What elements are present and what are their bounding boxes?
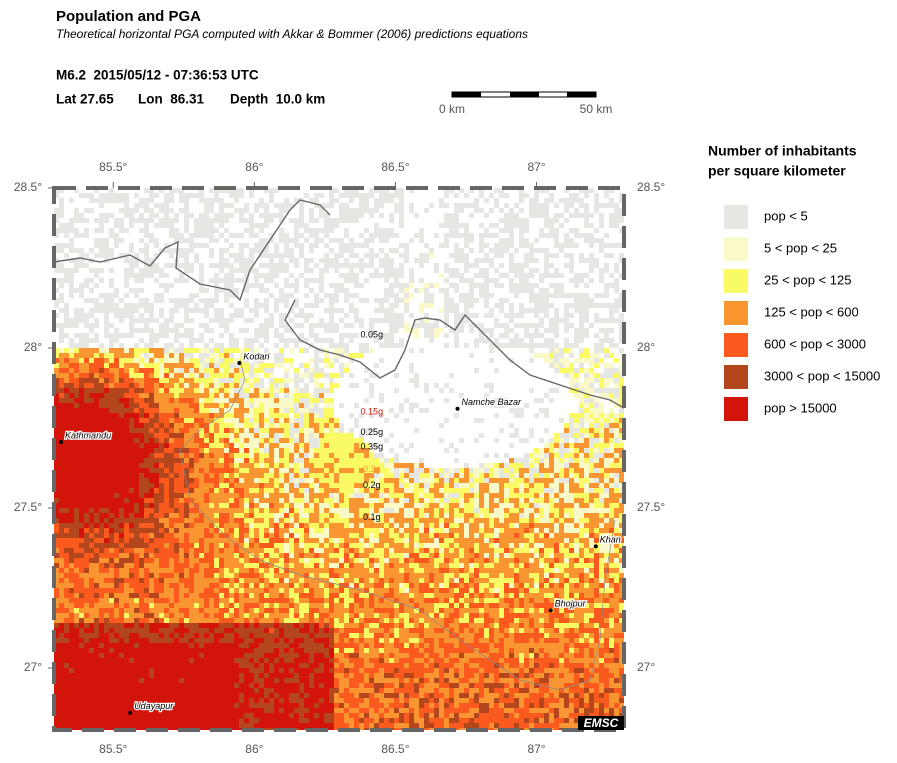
credit-text: EMSC	[584, 716, 619, 730]
legend-title: Number of inhabitants	[708, 143, 857, 159]
place-marker	[593, 544, 598, 549]
scale-bar: 0 km 50 km	[439, 91, 613, 116]
country-border	[54, 199, 624, 409]
lon-tick-label: 87°	[527, 160, 545, 174]
place-name: Udayapur	[134, 701, 174, 711]
legend-swatch	[724, 269, 748, 293]
place-name: Namche Bazar	[462, 397, 523, 407]
legend-swatch	[724, 333, 748, 357]
population-cells	[59, 253, 624, 593]
legend-swatch	[724, 397, 748, 421]
lat-tick-label: 27°	[24, 660, 42, 674]
place-marker	[59, 440, 64, 445]
river	[179, 359, 616, 691]
lon-tick-label: 86°	[245, 160, 263, 174]
map-frame	[52, 186, 626, 732]
credit: EMSC	[578, 716, 624, 730]
place-name: Bhojpur	[555, 599, 587, 609]
borders	[54, 199, 624, 691]
scale-end: 50 km	[580, 102, 613, 116]
lat-tick-label: 28°	[24, 340, 42, 354]
lon-tick-label: 86.5°	[381, 160, 409, 174]
scale-bar-segment	[510, 92, 539, 97]
place-marker	[237, 361, 242, 366]
legend-label: 3000 < pop < 15000	[764, 368, 880, 383]
event-info: M6.2 2015/05/12 - 07:36:53 UTC	[56, 68, 259, 83]
legend-label: pop > 15000	[764, 400, 837, 415]
place-name: Kodari	[243, 351, 270, 361]
pga-label: 0.25g	[361, 427, 384, 437]
pga-label: 0.05g	[361, 330, 384, 340]
pga-label: 0.35g	[361, 442, 384, 452]
subtitle: Theoretical horizontal PGA computed with…	[56, 27, 528, 41]
population-cells	[54, 368, 624, 730]
place-name: Khan	[600, 535, 621, 545]
place-name: Kathmandu	[65, 430, 111, 440]
map-overlay: 85.5° 85.5° 86° 86° 86.5° 86.5° 87° 87° 28.5° 28.…	[14, 160, 666, 756]
legend-label: 5 < pop < 25	[764, 240, 837, 255]
scale-start: 0 km	[439, 102, 465, 116]
pga-label: 0.3g	[363, 464, 381, 474]
population-raster	[54, 188, 624, 730]
title: Population and PGA	[56, 8, 201, 25]
lat-tick-label: 28°	[637, 340, 655, 354]
scale-bar-segment	[452, 92, 481, 97]
lat-tick-label: 27°	[637, 660, 655, 674]
population-cells	[54, 358, 624, 730]
legend: pop < 5 5 < pop < 25 25 < pop < 125 125 < p…	[724, 205, 880, 421]
lon-tick-label: 85.5°	[99, 742, 127, 756]
pga-label: 0.1g	[363, 512, 381, 522]
legend-swatch	[724, 237, 748, 261]
lat-tick-label: 27.5°	[637, 500, 665, 514]
pga-label: 0.15g	[361, 406, 384, 416]
legend-swatch	[724, 301, 748, 325]
lon-tick-label: 86.5°	[381, 742, 409, 756]
place-marker	[128, 710, 133, 715]
legend-label: pop < 5	[764, 208, 808, 223]
lat-tick-label: 28.5°	[14, 180, 42, 194]
legend-label: 125 < pop < 600	[764, 304, 859, 319]
lon-tick-label: 87°	[527, 742, 545, 756]
population-cells	[54, 348, 624, 730]
pga-label: 0.2g	[363, 480, 381, 490]
legend-label: 25 < pop < 125	[764, 272, 851, 287]
population-cells	[54, 388, 334, 730]
legend-label: 600 < pop < 3000	[764, 336, 866, 351]
lat-tick-label: 27.5°	[14, 500, 42, 514]
place-marker	[548, 608, 553, 613]
legend-swatch	[724, 205, 748, 229]
event-lon: Lon 86.31	[138, 92, 205, 107]
event-lat: Lat 27.65	[56, 92, 114, 107]
lon-tick-label: 85.5°	[99, 160, 127, 174]
legend-swatch	[724, 365, 748, 389]
event-depth: Depth 10.0 km	[230, 92, 325, 107]
place-marker	[455, 406, 460, 411]
scale-bar-segment	[567, 92, 596, 97]
legend-title: per square kilometer	[708, 163, 846, 179]
credit-box	[578, 716, 624, 730]
lon-tick-label: 86°	[245, 742, 263, 756]
lat-tick-label: 28.5°	[637, 180, 665, 194]
